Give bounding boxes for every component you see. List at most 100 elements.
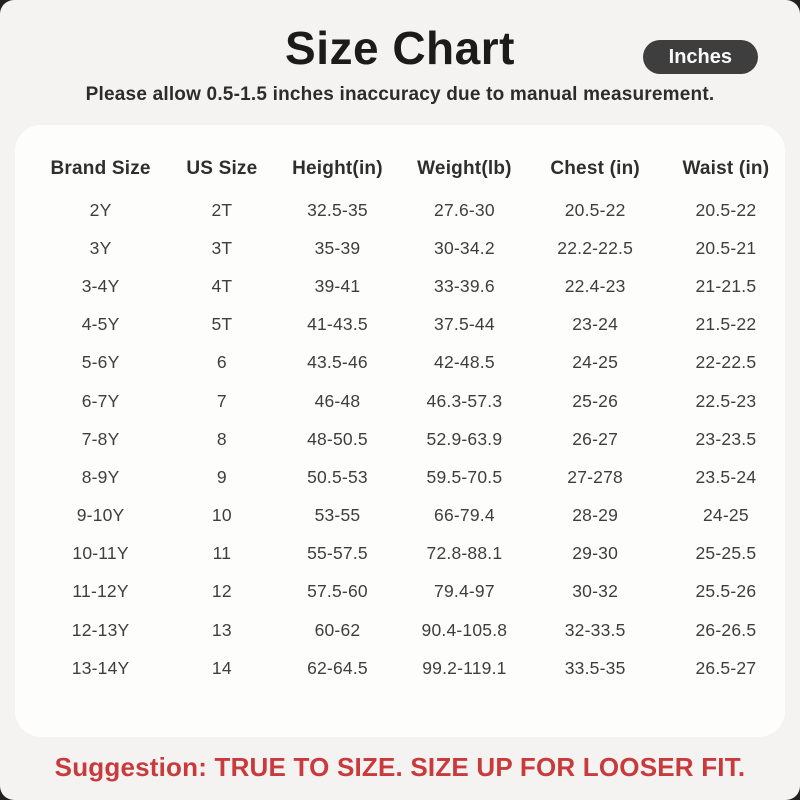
- table-cell: 27.6-30: [434, 199, 495, 220]
- table-cell: 9-10Y: [76, 505, 125, 526]
- table-cell: 5T: [211, 314, 233, 335]
- table-row: 3Y 3T 35-39 30-34.2 22.2-22.5 20.5-21: [21, 229, 779, 267]
- table-cell: 48-50.5: [307, 428, 368, 449]
- measurement-disclaimer: Please allow 0.5-1.5 inches inaccuracy d…: [85, 84, 715, 106]
- table-cell: 6: [216, 352, 227, 373]
- table-cell: 20.5-22: [564, 199, 626, 220]
- table-cell: 25-25.5: [695, 543, 757, 564]
- table-cell: 3-4Y: [81, 275, 120, 296]
- table-cell: 9: [216, 466, 227, 487]
- table-cell: 99.2-119.1: [422, 657, 507, 678]
- table-cell: 29-30: [572, 543, 619, 564]
- table-cell: 32.5-35: [307, 199, 368, 220]
- table-cell: 37.5-44: [434, 314, 495, 335]
- table-row: 5-6Y 6 43.5-46 42-48.5 24-25 22-22.5: [21, 344, 779, 382]
- table-row: 8-9Y 9 50.5-53 59.5-70.5 27-278 23.5-24: [21, 458, 779, 496]
- table-cell: 13: [211, 619, 232, 640]
- table-body: 2Y 2T 32.5-35 27.6-30 20.5-22 20.5-22 3Y 3T 35-3…: [21, 191, 779, 687]
- table-cell: 10-11Y: [72, 543, 129, 564]
- table-cell: 26-27: [572, 428, 619, 449]
- table-cell: 25-26: [572, 390, 619, 411]
- table-cell: 22-22.5: [695, 352, 757, 373]
- page-title: Size Chart: [285, 22, 515, 74]
- table-cell: 21-21.5: [695, 275, 757, 296]
- table-row: 9-10Y 10 53-55 66-79.4 28-29 24-25: [21, 497, 779, 535]
- table-cell: 26-26.5: [695, 619, 757, 640]
- table-cell: 27-278: [567, 466, 623, 487]
- table-cell: 11: [212, 543, 232, 564]
- table-cell: 39-41: [314, 275, 361, 296]
- table-cell: 30-34.2: [434, 237, 495, 258]
- table-cell: 13-14Y: [71, 657, 130, 678]
- table-cell: 60-62: [314, 619, 361, 640]
- table-row: 12-13Y 13 60-62 90.4-105.8 32-33.5 26-26.5: [21, 611, 779, 649]
- table-cell: 24-25: [703, 505, 749, 526]
- table-cell: 43.5-46: [307, 352, 368, 373]
- table-cell: 25.5-26: [695, 581, 757, 602]
- table-cell: 62-64.5: [307, 657, 368, 678]
- table-cell: 23-23.5: [695, 428, 757, 449]
- table-cell: 10: [211, 505, 232, 526]
- table-cell: 23-24: [572, 314, 619, 335]
- table-cell: 23.5-24: [695, 466, 757, 487]
- table-cell: 26.5-27: [695, 657, 757, 678]
- table-cell: 33.5-35: [564, 657, 626, 678]
- table-cell: 12: [211, 581, 232, 602]
- table-cell: 5-6Y: [81, 352, 120, 373]
- table-cell: 32-33.5: [564, 619, 626, 640]
- table-cell: 12-13Y: [71, 619, 130, 640]
- fit-suggestion: Suggestion: TRUE TO SIZE. SIZE UP FOR LO…: [54, 752, 746, 782]
- header: Size Chart Inches: [0, 0, 800, 74]
- table-row: 6-7Y 7 46-48 46.3-57.3 25-26 22.5-23: [21, 382, 779, 420]
- table-cell: 46.3-57.3: [426, 390, 503, 411]
- table-cell: 6-7Y: [81, 390, 120, 411]
- table-cell: 41-43.5: [307, 314, 368, 335]
- size-table-card: Brand Size US Size Height(in) Weight(lb) Che…: [15, 125, 785, 737]
- table-cell: 4-5Y: [81, 314, 120, 335]
- table-row: 7-8Y 8 48-50.5 52.9-63.9 26-27 23-23.5: [21, 420, 779, 458]
- table-cell: 8: [216, 428, 227, 449]
- table-cell: 59.5-70.5: [426, 466, 503, 487]
- table-cell: 52.9-63.9: [426, 428, 503, 449]
- table-cell: 3Y: [89, 237, 112, 258]
- table-cell: 55-57.5: [307, 543, 368, 564]
- table-cell: 22.2-22.5: [557, 237, 634, 258]
- table-cell: 14: [211, 657, 232, 678]
- column-header: US Size: [186, 158, 258, 179]
- table-cell: 7: [216, 390, 227, 411]
- table-cell: 72.8-88.1: [426, 543, 503, 564]
- table-cell: 21.5-22: [695, 314, 757, 335]
- table-row: 10-11Y 11 55-57.5 72.8-88.1 29-30 25-25.5: [21, 535, 779, 573]
- column-header: Weight(lb): [417, 158, 512, 179]
- inches-unit-badge: Inches: [642, 40, 758, 74]
- table-cell: 22.5-23: [695, 390, 757, 411]
- column-header: Height(in): [292, 158, 383, 179]
- table-cell: 42-48.5: [434, 352, 495, 373]
- table-cell: 50.5-53: [307, 466, 368, 487]
- table-cell: 7-8Y: [81, 428, 120, 449]
- table-cell: 33-39.6: [434, 275, 495, 296]
- table-cell: 2Y: [89, 199, 112, 220]
- table-cell: 3T: [211, 237, 233, 258]
- table-row: 13-14Y 14 62-64.5 99.2-119.1 33.5-35 26.5-27: [21, 649, 779, 687]
- table-cell: 4T: [211, 275, 233, 296]
- table-cell: 8-9Y: [81, 466, 120, 487]
- table-row: 2Y 2T 32.5-35 27.6-30 20.5-22 20.5-22: [21, 191, 779, 229]
- table-cell: 28-29: [572, 505, 619, 526]
- table-cell: 11-12Y: [72, 581, 129, 602]
- table-cell: 2T: [211, 199, 233, 220]
- column-header: Brand Size: [50, 158, 151, 179]
- table-cell: 53-55: [314, 505, 361, 526]
- column-header: Chest (in): [550, 158, 640, 179]
- table-cell: 66-79.4: [434, 505, 495, 526]
- table-cell: 79.4-97: [434, 581, 495, 602]
- table-row: 4-5Y 5T 41-43.5 37.5-44 23-24 21.5-22: [21, 306, 779, 344]
- table-cell: 22.4-23: [564, 275, 626, 296]
- column-header: Waist (in): [682, 158, 770, 179]
- table-cell: 57.5-60: [307, 581, 368, 602]
- table-cell: 24-25: [572, 352, 619, 373]
- table-cell: 20.5-22: [695, 199, 757, 220]
- table-cell: 20.5-21: [695, 237, 757, 258]
- table-row: 11-12Y 12 57.5-60 79.4-97 30-32 25.5-26: [21, 573, 779, 611]
